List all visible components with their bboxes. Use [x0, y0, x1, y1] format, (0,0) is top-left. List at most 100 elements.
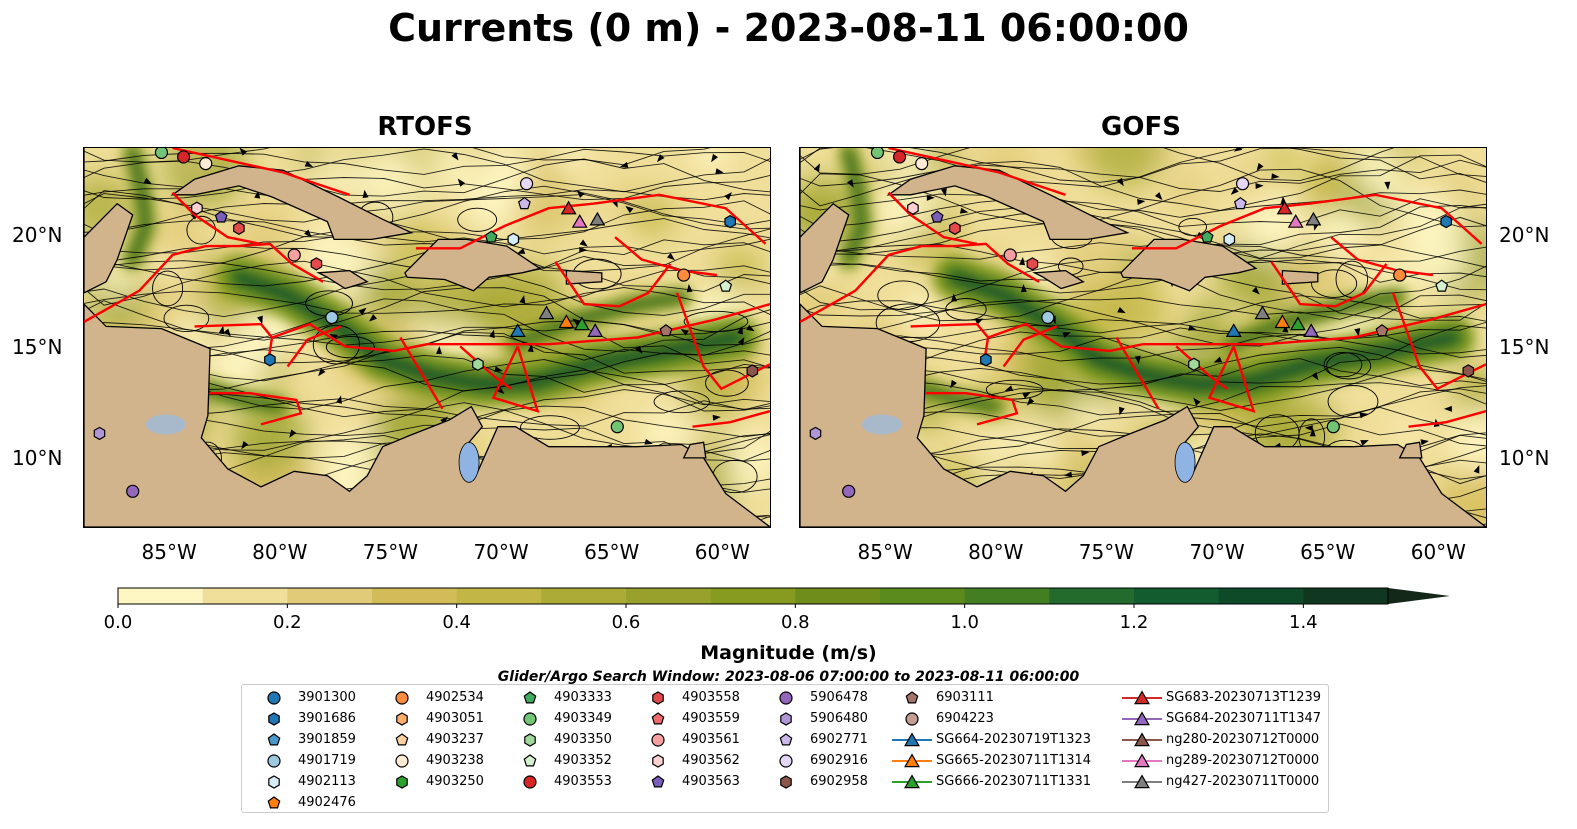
longitude-tick-label: 85°W: [857, 540, 913, 564]
colorbar-tick-label: 0.6: [611, 612, 641, 633]
legend-label: 4902534: [426, 690, 484, 705]
colorbar-segment: [795, 588, 881, 604]
legend-marker-triangle: [1134, 774, 1150, 789]
legend-marker: [396, 775, 408, 789]
legend-marker: [780, 712, 792, 726]
legend-marker-pentagon: [267, 796, 281, 809]
longitude-tick-label: 80°W: [968, 540, 1024, 564]
legend-marker-triangle: [904, 732, 920, 747]
map-marker-triangle: [1274, 314, 1291, 329]
legend-marker: [395, 733, 409, 746]
legend-label: 6903111: [936, 690, 994, 705]
map-marker-hexagon: [724, 214, 737, 229]
legend-label: 4903250: [426, 774, 484, 789]
map-marker-pentagon: [1233, 196, 1247, 210]
map-marker-hexagon: [907, 201, 919, 215]
colorbar-tick-label: 0.8: [781, 612, 810, 633]
legend-label: ng280-20230712T0000: [1166, 732, 1320, 747]
map-marker-triangle: [1289, 316, 1306, 331]
legend-marker-hexagon: [396, 712, 408, 726]
legend-label: 3901859: [298, 732, 356, 747]
legend-marker: [651, 733, 665, 747]
legend-label: SG664-20230719T1323: [936, 732, 1092, 747]
colorbar-tick-label: 0.0: [103, 612, 133, 633]
legend-label: 6902916: [810, 753, 868, 768]
legend-marker-triangle: [1134, 711, 1150, 726]
legend-marker-hexagon: [268, 712, 280, 726]
colorbar-tick-label: 1.4: [1289, 612, 1318, 633]
land: [800, 148, 1486, 527]
observation-markers: [93, 148, 759, 498]
legend-marker: [395, 691, 409, 705]
colorbar: [117, 587, 1450, 608]
latitude-tick-label: 10°N: [12, 446, 63, 471]
map-marker-pentagon: [1375, 324, 1389, 337]
legend-label: 4903349: [554, 711, 612, 726]
land: [84, 148, 770, 527]
legend-label: 4903562: [682, 753, 740, 768]
map-marker-hexagon: [1440, 214, 1453, 229]
latitude-tick-label: 20°N: [12, 223, 63, 248]
legend-marker: [523, 775, 537, 789]
lake-maracaibo: [1174, 441, 1196, 483]
legend-label: 4903553: [554, 774, 612, 789]
map-marker-pentagon: [659, 324, 673, 337]
colorbar-extend-arrow: [1388, 588, 1450, 604]
legend-marker-pentagon: [905, 691, 919, 704]
map-panel-gofs: [799, 147, 1487, 528]
latitude-tick-label: 15°N: [1499, 334, 1550, 359]
legend-marker-circle: [267, 754, 281, 768]
map-marker-pentagon: [517, 196, 531, 210]
legend-marker: [267, 733, 281, 746]
legend-marker: [267, 796, 281, 809]
latitude-tick-label: 15°N: [12, 334, 63, 359]
map-panel-rtofs: [83, 147, 771, 528]
legend-marker-pentagon: [779, 733, 793, 746]
figure-title: Currents (0 m) - 2023-08-11 06:00:00: [388, 6, 1189, 50]
legend-marker: [651, 712, 665, 725]
colorbar-segment: [202, 588, 288, 604]
map-marker-circle: [126, 484, 140, 498]
legend-label: 4903558: [682, 690, 740, 705]
legend-marker: [652, 754, 664, 768]
colorbar-segment: [710, 588, 796, 604]
legend-marker: [396, 712, 408, 726]
longitude-tick-label: 65°W: [1300, 540, 1356, 564]
map-marker-hexagon: [264, 353, 276, 367]
map-marker-circle: [1041, 310, 1055, 325]
map-marker-triangle: [571, 213, 588, 228]
map-marker-circle: [199, 157, 213, 171]
legend-label: SG683-20230713T1239: [1166, 690, 1322, 705]
legend-marker: [523, 712, 537, 726]
legend-marker-triangle: [904, 774, 920, 789]
legend-label: 3901300: [298, 690, 356, 705]
legend-marker-hexagon: [268, 775, 280, 789]
map-marker-hexagon: [472, 357, 484, 371]
map-marker-triangle: [558, 314, 575, 329]
map-marker-circle: [1393, 268, 1407, 282]
legend-marker: [779, 754, 793, 768]
colorbar-segment: [118, 588, 204, 604]
legend-marker-triangle: [1134, 753, 1150, 768]
colorbar-segment: [1049, 588, 1135, 604]
latitude-tick-label: 20°N: [1499, 223, 1550, 248]
map-marker-triangle: [1303, 323, 1320, 337]
map-marker-hexagon: [980, 353, 992, 367]
legend-marker: [652, 691, 664, 705]
legend-marker-circle: [779, 754, 793, 768]
colorbar-segment: [1134, 588, 1220, 604]
longitude-tick-label: 65°W: [584, 540, 640, 564]
longitude-tick-label: 85°W: [141, 540, 197, 564]
legend-marker-triangle: [1134, 732, 1150, 747]
colorbar-segment: [880, 588, 966, 604]
longitude-tick-label: 75°W: [362, 540, 419, 564]
legend-marker: [267, 754, 281, 768]
colorbar-segment: [1218, 588, 1304, 604]
colorbar-tick-label: 1.2: [1119, 612, 1149, 633]
legend-label: 4903350: [554, 732, 612, 747]
legend-marker-circle: [395, 691, 409, 705]
map-marker-triangle: [538, 305, 555, 320]
map-marker-triangle: [1287, 213, 1304, 228]
legend-marker-circle: [905, 712, 919, 726]
legend-marker-hexagon: [524, 733, 536, 747]
